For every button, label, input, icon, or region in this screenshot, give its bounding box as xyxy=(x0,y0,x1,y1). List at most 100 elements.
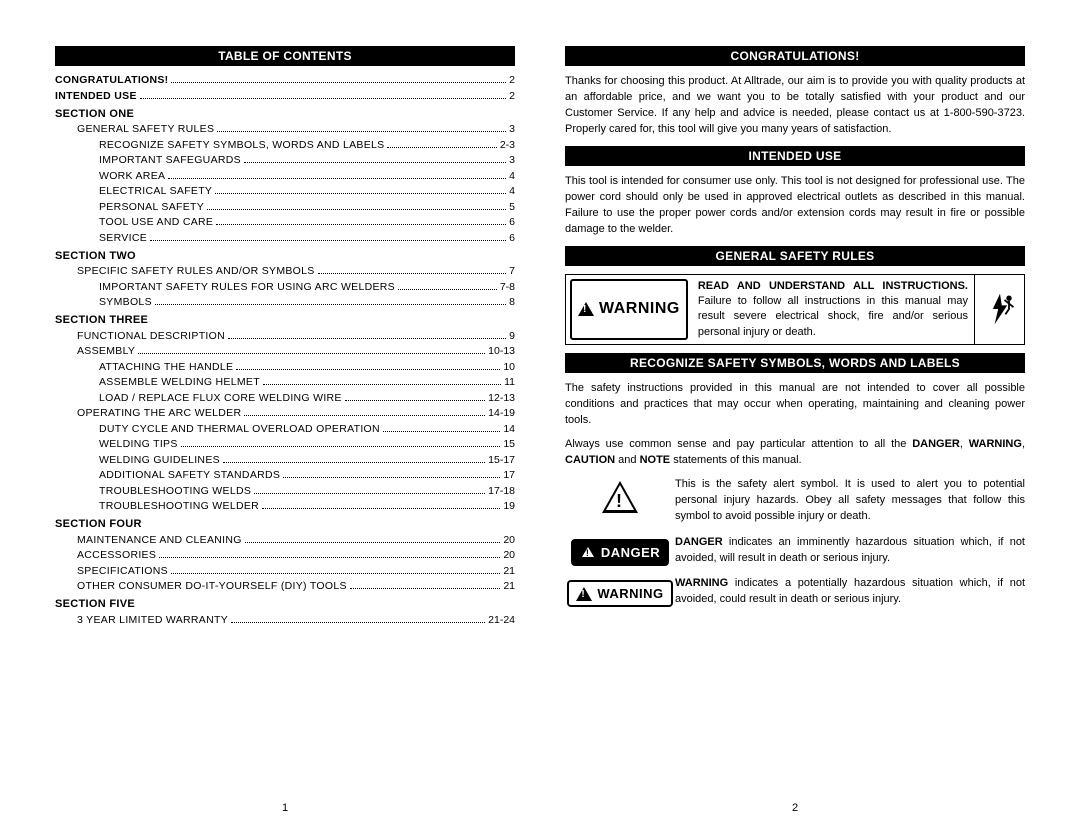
toc-line: ASSEMBLE WELDING HELMET 11 xyxy=(55,376,515,388)
toc-line: OTHER CONSUMER DO-IT-YOURSELF (DIY) TOOL… xyxy=(55,580,515,592)
symbol-row: WARNINGWARNING indicates a potentially h… xyxy=(565,576,1025,608)
toc-label: 3 YEAR LIMITED WARRANTY xyxy=(77,614,228,626)
intended-text: This tool is intended for consumer use o… xyxy=(565,174,1025,238)
toc-label: ATTACHING THE HANDLE xyxy=(99,361,233,373)
toc-label: OTHER CONSUMER DO-IT-YOURSELF (DIY) TOOL… xyxy=(77,580,347,592)
toc-dots xyxy=(350,588,501,589)
toc-label: ELECTRICAL SAFETY xyxy=(99,185,212,197)
toc-dots xyxy=(207,209,506,210)
toc-label: WORK AREA xyxy=(99,170,165,182)
toc-line: PERSONAL SAFETY 5 xyxy=(55,201,515,213)
symbol-text: DANGER indicates an imminently hazardous… xyxy=(675,535,1025,567)
toc-line: FUNCTIONAL DESCRIPTION9 xyxy=(55,330,515,342)
toc-line: WELDING TIPS15 xyxy=(55,438,515,450)
warning-body: Failure to follow all instructions in th… xyxy=(698,295,968,338)
toc-line: IMPORTANT SAFETY RULES FOR USING ARC WEL… xyxy=(55,281,515,293)
toc-page: 3 xyxy=(509,123,515,135)
toc-line: SYMBOLS8 xyxy=(55,296,515,308)
toc-label: ADDITIONAL SAFETY STANDARDS xyxy=(99,469,280,481)
toc-page: 11 xyxy=(504,376,515,388)
toc-dots xyxy=(318,273,507,274)
recognize-p1: The safety instructions provided in this… xyxy=(565,381,1025,429)
toc-dots xyxy=(168,178,506,179)
toc-line: ATTACHING THE HANDLE10 xyxy=(55,361,515,373)
toc-list: CONGRATULATIONS!2INTENDED USE2SECTION ON… xyxy=(55,74,515,626)
toc-dots xyxy=(244,415,485,416)
toc-line: WORK AREA 4 xyxy=(55,170,515,182)
toc-page: 2-3 xyxy=(500,139,515,151)
toc-page: 20 xyxy=(503,549,515,561)
toc-page: 17 xyxy=(503,469,515,481)
toc-page: 14 xyxy=(503,423,515,435)
toc-line: TROUBLESHOOTING WELDER19 xyxy=(55,500,515,512)
toc-page: 4 xyxy=(509,185,515,197)
toc-line: ELECTRICAL SAFETY 4 xyxy=(55,185,515,197)
rules-header: GENERAL SAFETY RULES xyxy=(565,246,1025,266)
alert-symbol-icon xyxy=(565,477,675,513)
toc-dots xyxy=(150,240,506,241)
toc-label: WELDING TIPS xyxy=(99,438,178,450)
toc-page: 21 xyxy=(503,565,515,577)
toc-dots xyxy=(159,557,500,558)
right-page: CONGRATULATIONS! Thanks for choosing thi… xyxy=(540,40,1050,814)
toc-label: SPECIFICATIONS xyxy=(77,565,168,577)
toc-label: ACCESSORIES xyxy=(77,549,156,561)
intended-header: INTENDED USE xyxy=(565,146,1025,166)
warning-badge-icon: WARNING xyxy=(565,576,675,607)
toc-page: 7 xyxy=(509,265,515,277)
toc-line: WELDING GUIDELINES15-17 xyxy=(55,454,515,466)
toc-label: ASSEMBLY xyxy=(77,345,135,357)
toc-label: MAINTENANCE AND CLEANING xyxy=(77,534,242,546)
toc-line: CONGRATULATIONS!2 xyxy=(55,74,515,86)
toc-page: 7-8 xyxy=(500,281,515,293)
toc-section-head: SECTION THREE xyxy=(55,314,515,326)
danger-badge-icon: DANGER xyxy=(565,535,675,566)
toc-label: PERSONAL SAFETY xyxy=(99,201,204,213)
toc-dots xyxy=(155,304,506,305)
toc-label: SPECIFIC SAFETY RULES AND/OR SYMBOLS xyxy=(77,265,315,277)
toc-line: TROUBLESHOOTING WELDS 17-18 xyxy=(55,485,515,497)
toc-page: 6 xyxy=(509,232,515,244)
toc-line: 3 YEAR LIMITED WARRANTY 21-24 xyxy=(55,614,515,626)
warning-box-text: READ AND UNDERSTAND ALL INSTRUCTIONS. Fa… xyxy=(692,275,974,345)
toc-label: TROUBLESHOOTING WELDS xyxy=(99,485,251,497)
toc-line: GENERAL SAFETY RULES3 xyxy=(55,123,515,135)
toc-line: TOOL USE AND CARE6 xyxy=(55,216,515,228)
toc-line: SERVICE6 xyxy=(55,232,515,244)
toc-page: 10-13 xyxy=(488,345,515,357)
toc-page: 6 xyxy=(509,216,515,228)
page-number-left: 1 xyxy=(282,802,288,814)
congrats-header: CONGRATULATIONS! xyxy=(565,46,1025,66)
recognize-header: RECOGNIZE SAFETY SYMBOLS, WORDS AND LABE… xyxy=(565,353,1025,373)
page-number-right: 2 xyxy=(792,802,798,814)
alert-triangle-icon xyxy=(578,302,594,316)
toc-page: 4 xyxy=(509,170,515,182)
toc-section-head: SECTION TWO xyxy=(55,250,515,262)
toc-line: SPECIFICATIONS 21 xyxy=(55,565,515,577)
toc-label: RECOGNIZE SAFETY SYMBOLS, WORDS AND LABE… xyxy=(99,139,384,151)
toc-dots xyxy=(215,193,506,194)
toc-page: 19 xyxy=(503,500,515,512)
symbol-row: This is the safety alert symbol. It is u… xyxy=(565,477,1025,525)
shock-icon-slot xyxy=(974,275,1024,345)
toc-line: ASSEMBLY 10-13 xyxy=(55,345,515,357)
toc-dots xyxy=(245,542,501,543)
toc-dots xyxy=(171,573,500,574)
toc-page: 2 xyxy=(509,90,515,102)
toc-label: WELDING GUIDELINES xyxy=(99,454,220,466)
warning-badge-label: WARNING xyxy=(599,300,680,318)
toc-label: SYMBOLS xyxy=(99,296,152,308)
toc-page: 5 xyxy=(509,201,515,213)
toc-page: 14-19 xyxy=(488,407,515,419)
toc-dots xyxy=(387,147,496,148)
toc-dots xyxy=(231,622,485,623)
toc-label: ASSEMBLE WELDING HELMET xyxy=(99,376,260,388)
toc-page: 21-24 xyxy=(488,614,515,626)
toc-dots xyxy=(228,338,506,339)
warning-lead: READ AND UNDERSTAND ALL INSTRUCTIONS. xyxy=(698,280,968,292)
toc-page: 17-18 xyxy=(488,485,515,497)
toc-dots xyxy=(140,98,506,99)
toc-dots xyxy=(263,384,501,385)
toc-label: FUNCTIONAL DESCRIPTION xyxy=(77,330,225,342)
toc-section-head: SECTION FOUR xyxy=(55,518,515,530)
